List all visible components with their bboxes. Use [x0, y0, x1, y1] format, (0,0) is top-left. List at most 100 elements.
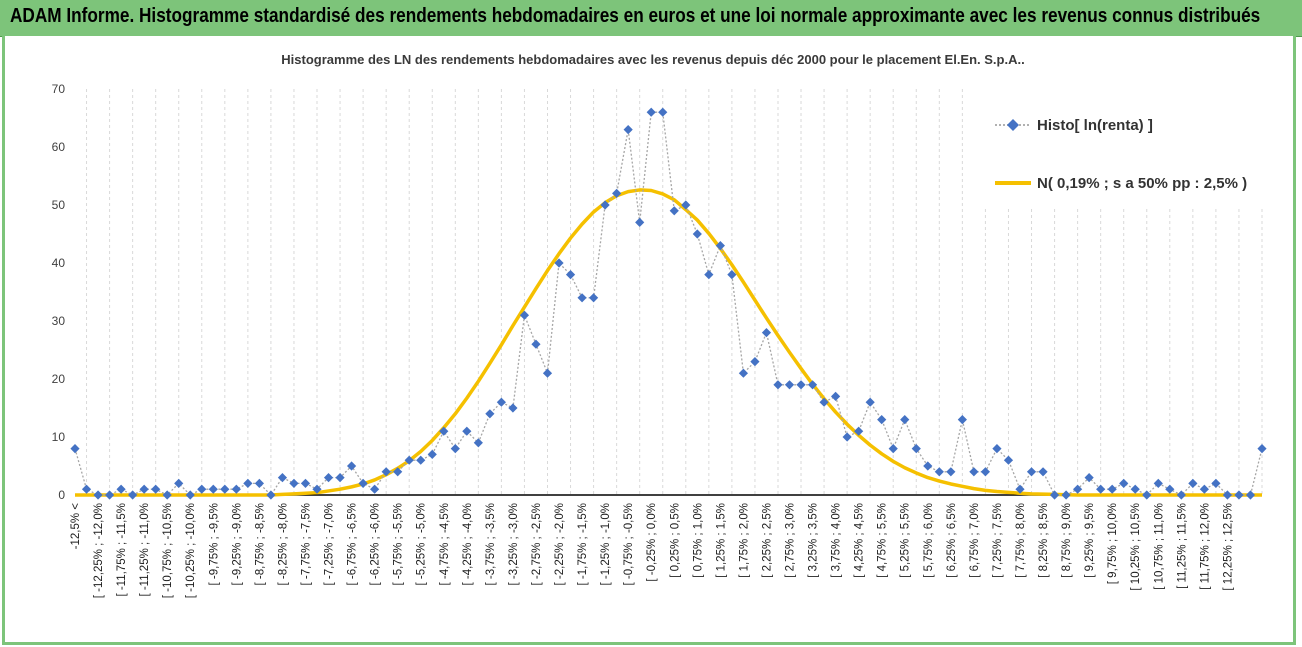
- histogram-point: [1142, 490, 1152, 500]
- x-tick-label: [ 4,25% ; 4,5%: [854, 503, 866, 578]
- histogram-point: [992, 444, 1002, 454]
- histogram-point: [508, 403, 518, 413]
- histogram-point: [104, 490, 115, 500]
- histogram-point: [831, 391, 841, 401]
- x-tick-label: [ -4,75% ; -4,5%: [439, 503, 451, 585]
- x-tick-label: [ 7,25% ; 7,5%: [992, 503, 1004, 578]
- y-tick-label: 20: [52, 372, 66, 386]
- x-tick-label: [ -11,25% ; -11,0%: [139, 503, 151, 597]
- histogram-point: [174, 478, 184, 488]
- histogram-point: [139, 484, 149, 494]
- x-tick-label: [ 5,75% ; 6,0%: [923, 503, 935, 578]
- x-tick-label: [ -0,25% ; 0,0%: [646, 503, 658, 582]
- histogram-point: [335, 473, 345, 483]
- x-tick-label: [ -2,25% ; -2,0%: [554, 503, 566, 585]
- histogram-point: [784, 380, 795, 390]
- histogram-point: [531, 339, 541, 349]
- histogram-point: [612, 188, 622, 198]
- x-tick-label: [ -2,75% ; -2,5%: [531, 503, 543, 585]
- histogram-point: [750, 357, 760, 367]
- histogram-point: [865, 397, 875, 407]
- x-tick-label: [ -3,75% ; -3,5%: [485, 503, 497, 585]
- histogram-point: [1003, 455, 1014, 465]
- histogram-point: [1188, 478, 1198, 488]
- x-tick-label: [ 3,75% ; 4,0%: [831, 503, 843, 578]
- histogram-point: [819, 397, 829, 407]
- x-tick-label: [ -11,75% ; -11,5%: [116, 503, 128, 597]
- histogram-point: [1234, 490, 1244, 500]
- histogram-point: [243, 478, 253, 488]
- x-tick-label: [ 11,25% ; 11,5%: [1176, 503, 1188, 589]
- histogram-point: [565, 270, 576, 280]
- histogram-point: [485, 409, 495, 419]
- x-tick-label: [ -9,75% ; -9,5%: [208, 503, 220, 585]
- histogram-point: [980, 467, 991, 477]
- histogram-point: [900, 415, 910, 425]
- histogram-point: [1176, 490, 1186, 500]
- x-tick-label: [ -8,25% ; -8,0%: [277, 503, 289, 585]
- y-tick-label: 0: [58, 488, 65, 502]
- x-tick-label: [ 7,75% ; 8,0%: [1015, 503, 1027, 578]
- histogram-point: [116, 484, 126, 494]
- histogram-point: [923, 461, 933, 471]
- histogram-point: [888, 444, 898, 454]
- x-tick-label: [ -5,25% ; -5,0%: [416, 503, 428, 585]
- histogram-point: [1130, 484, 1140, 494]
- histogram-point: [70, 444, 80, 454]
- histogram-point: [346, 461, 357, 471]
- histogram-point: [1038, 467, 1048, 477]
- histogram-point: [1015, 484, 1025, 494]
- histogram-point: [208, 484, 218, 494]
- histogram-point: [220, 484, 230, 494]
- x-tick-label: [ -1,25% ; -1,0%: [600, 503, 612, 585]
- x-tick-label: [ -10,25% ; -10,0%: [185, 503, 197, 598]
- x-tick-label: [ 5,25% ; 5,5%: [900, 503, 912, 578]
- x-tick-label: [ 9,75% ; 10,0%: [1107, 503, 1119, 584]
- histogram-point: [151, 484, 161, 494]
- histogram-point: [946, 467, 956, 477]
- x-tick-label: [ -3,25% ; -3,0%: [508, 503, 520, 585]
- histogram-point: [128, 490, 138, 500]
- histogram-point: [81, 484, 92, 494]
- histogram-point: [934, 467, 944, 477]
- histogram-point: [1245, 490, 1256, 500]
- histogram-point: [692, 229, 702, 239]
- histogram-point: [877, 415, 887, 425]
- histogram-point: [681, 200, 691, 210]
- histogram-point: [439, 426, 449, 436]
- y-axis: 0 10 20 30 40 50 60 70: [52, 82, 66, 502]
- histogram-point: [496, 397, 506, 407]
- x-tick-label: [ -10,75% ; -10,5%: [162, 503, 174, 598]
- histogram-point: [588, 293, 599, 303]
- histogram-point: [473, 438, 483, 448]
- x-tick-label: [ 0,75% ; 1,0%: [692, 503, 704, 578]
- histogram-point: [462, 426, 472, 436]
- legend-box: [963, 88, 1285, 208]
- histogram-point: [162, 490, 172, 500]
- y-tick-label: 60: [52, 140, 66, 154]
- histogram-point: [93, 490, 103, 500]
- histogram-point: [231, 484, 241, 494]
- legend-histo-label: Histo[ ln(renta) ]: [1037, 117, 1153, 134]
- x-tick-label: [ 6,25% ; 6,5%: [946, 503, 958, 578]
- normal-curve-line: [75, 188, 1262, 497]
- histogram-point: [393, 467, 403, 477]
- histogram-point: [277, 473, 288, 483]
- histogram-point: [1211, 478, 1221, 488]
- x-tick-label: [ 2,75% ; 3,0%: [785, 503, 797, 578]
- y-tick-label: 10: [52, 430, 66, 444]
- x-tick-label: [ -1,75% ; -1,5%: [577, 503, 589, 585]
- x-tick-label: [ -9,25% ; -9,0%: [231, 503, 243, 585]
- histogram-point: [911, 444, 921, 454]
- histogram-point: [646, 107, 656, 117]
- x-tick-label: [ 11,75% ; 12,0%: [1199, 503, 1211, 590]
- x-tick-label: -12,5% <: [70, 503, 82, 550]
- histogram-point: [185, 490, 195, 500]
- y-tick-label: 50: [52, 198, 66, 212]
- histogram-point: [796, 380, 806, 390]
- histogram-point: [323, 473, 334, 483]
- histogram-point: [773, 380, 783, 390]
- histogram-point: [807, 380, 818, 390]
- histogram-point: [197, 484, 207, 494]
